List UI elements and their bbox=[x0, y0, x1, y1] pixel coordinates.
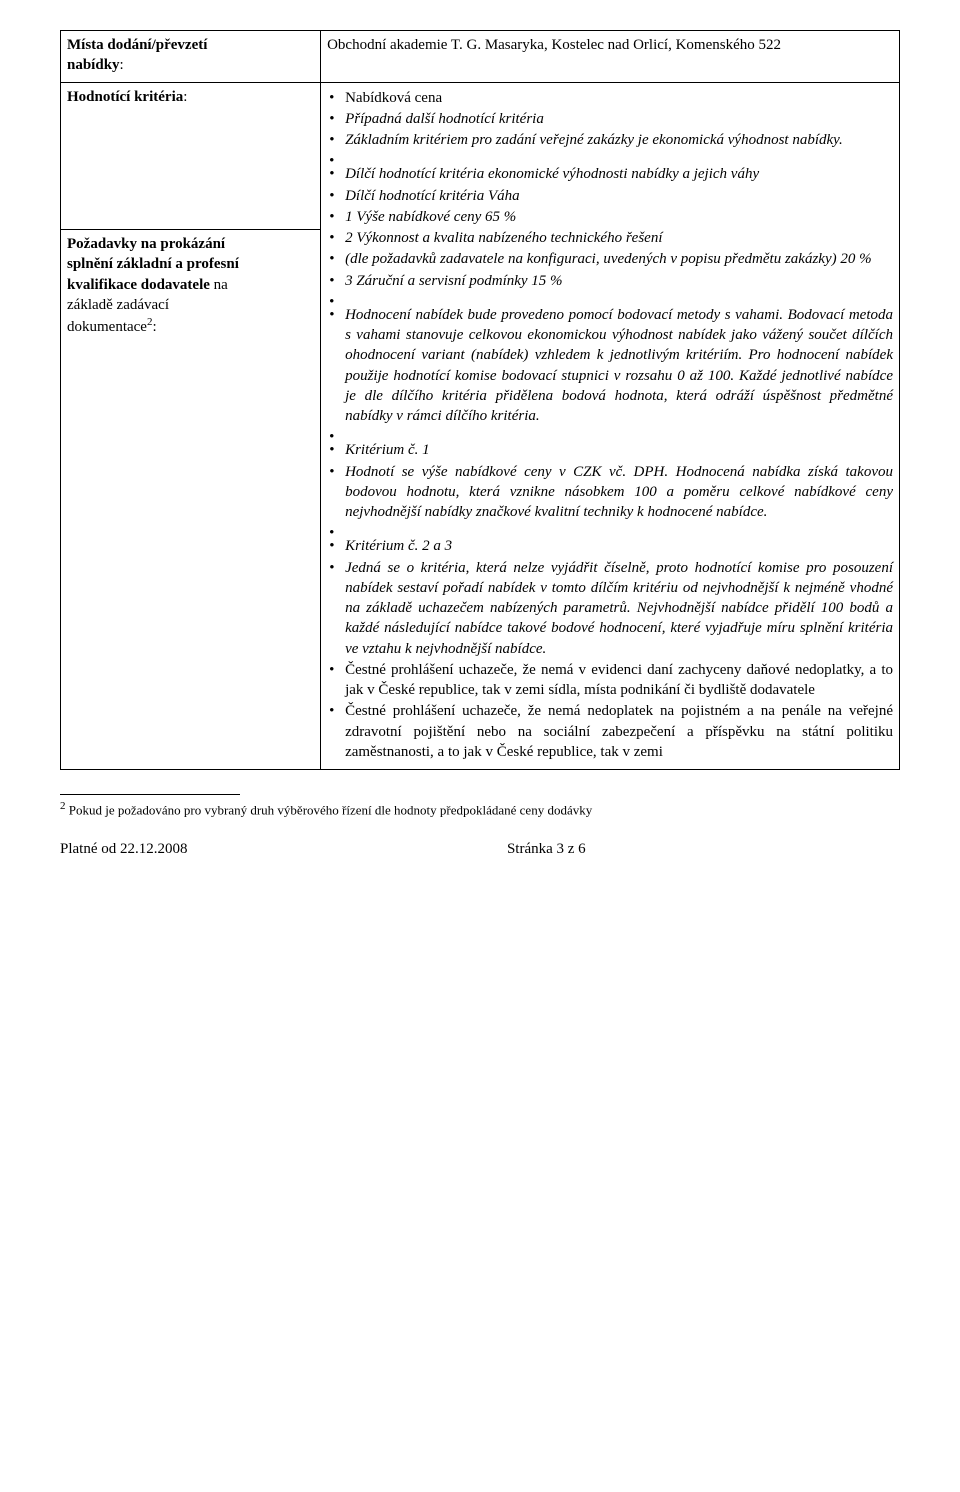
item-text: Základním kritériem pro zadání veřejné z… bbox=[345, 132, 843, 148]
cell-criteria-label: Hodnotící kritéria: bbox=[61, 82, 321, 230]
label-text: nabídky bbox=[67, 57, 120, 73]
footnote-text: Pokud je požadováno pro vybraný druh výb… bbox=[66, 802, 593, 817]
item-text: Nabídková cena bbox=[345, 90, 442, 106]
list-item: 3 Záruční a servisní podmínky 15 % bbox=[345, 271, 893, 291]
item-text: Kritérium č. 1 bbox=[345, 442, 430, 458]
list-item-empty bbox=[345, 523, 893, 535]
label-text: Požadavky na prokázání bbox=[67, 236, 225, 252]
list-item: Základním kritériem pro zadání veřejné z… bbox=[345, 130, 893, 150]
main-table: Místa dodání/převzetí nabídky: Obchodní … bbox=[60, 30, 900, 770]
label-text: Místa dodání/převzetí bbox=[67, 37, 207, 53]
footnote: 2 Pokud je požadováno pro vybraný druh v… bbox=[60, 799, 900, 819]
label-text: základě zadávací bbox=[67, 297, 169, 313]
item-text: 3 Záruční a servisní podmínky 15 % bbox=[345, 273, 562, 289]
item-text: 2 Výkonnost a kvalita nabízeného technic… bbox=[345, 230, 662, 246]
item-text: Jedná se o kritéria, která nelze vyjádři… bbox=[345, 560, 893, 657]
footer-date: Platné od 22.12.2008 bbox=[60, 839, 463, 859]
page-footer: Platné od 22.12.2008 Stránka 3 z 6 bbox=[60, 839, 900, 859]
table-row: Místa dodání/převzetí nabídky: Obchodní … bbox=[61, 31, 900, 83]
footnote-separator bbox=[60, 794, 240, 795]
cell-criteria-value: Nabídková cena Případná další hodnotící … bbox=[321, 82, 900, 770]
label-text: splnění základní a profesní bbox=[67, 256, 239, 272]
criteria-list: Nabídková cena Případná další hodnotící … bbox=[327, 88, 893, 763]
list-item: Kritérium č. 2 a 3 bbox=[345, 536, 893, 556]
item-text: Hodnocení nabídek bude provedeno pomocí … bbox=[345, 307, 893, 424]
list-item: Nabídková cena bbox=[345, 88, 893, 108]
item-text: Dílčí hodnotící kritéria Váha bbox=[345, 188, 520, 204]
list-item: Kritérium č. 1 bbox=[345, 440, 893, 460]
value-text: Obchodní akademie T. G. Masaryka, Kostel… bbox=[327, 37, 781, 53]
item-text: Čestné prohlášení uchazeče, že nemá nedo… bbox=[345, 703, 893, 760]
item-text: Případná další hodnotící kritéria bbox=[345, 111, 544, 127]
list-item: Jedná se o kritéria, která nelze vyjádři… bbox=[345, 558, 893, 659]
item-text: (dle požadavků zadavatele na konfiguraci… bbox=[345, 251, 872, 267]
cell-delivery-value: Obchodní akademie T. G. Masaryka, Kostel… bbox=[321, 31, 900, 83]
list-item: 2 Výkonnost a kvalita nabízeného technic… bbox=[345, 228, 893, 248]
item-text: Kritérium č. 2 a 3 bbox=[345, 538, 452, 554]
label-text: dokumentace bbox=[67, 319, 147, 335]
table-row: Hodnotící kritéria: Nabídková cena Přípa… bbox=[61, 82, 900, 230]
cell-qualification-label: Požadavky na prokázání splnění základní … bbox=[61, 230, 321, 770]
list-item-empty bbox=[345, 151, 893, 163]
cell-delivery-label: Místa dodání/převzetí nabídky: bbox=[61, 31, 321, 83]
list-item-empty bbox=[345, 427, 893, 439]
list-item: (dle požadavků zadavatele na konfiguraci… bbox=[345, 249, 893, 269]
label-text: Hodnotící kritéria bbox=[67, 89, 183, 105]
item-text: Čestné prohlášení uchazeče, že nemá v ev… bbox=[345, 662, 893, 698]
list-item: Dílčí hodnotící kritéria Váha bbox=[345, 186, 893, 206]
footer-page: Stránka 3 z 6 bbox=[467, 839, 870, 859]
item-text: Dílčí hodnotící kritéria ekonomické výho… bbox=[345, 166, 759, 182]
list-item: 1 Výše nabídkové ceny 65 % bbox=[345, 207, 893, 227]
footnote-ref: 2 bbox=[147, 316, 153, 328]
list-item: Hodnocení nabídek bude provedeno pomocí … bbox=[345, 305, 893, 427]
list-item: Čestné prohlášení uchazeče, že nemá v ev… bbox=[345, 660, 893, 701]
list-item: Dílčí hodnotící kritéria ekonomické výho… bbox=[345, 164, 893, 184]
list-item: Hodnotí se výše nabídkové ceny v CZK vč.… bbox=[345, 462, 893, 523]
label-text: na bbox=[210, 277, 228, 293]
list-item: Případná další hodnotící kritéria bbox=[345, 109, 893, 129]
item-text: Hodnotí se výše nabídkové ceny v CZK vč.… bbox=[345, 464, 893, 521]
item-text: 1 Výše nabídkové ceny 65 % bbox=[345, 209, 516, 225]
list-item-empty bbox=[345, 292, 893, 304]
label-text: kvalifikace dodavatele bbox=[67, 277, 210, 293]
list-item: Čestné prohlášení uchazeče, že nemá nedo… bbox=[345, 701, 893, 762]
